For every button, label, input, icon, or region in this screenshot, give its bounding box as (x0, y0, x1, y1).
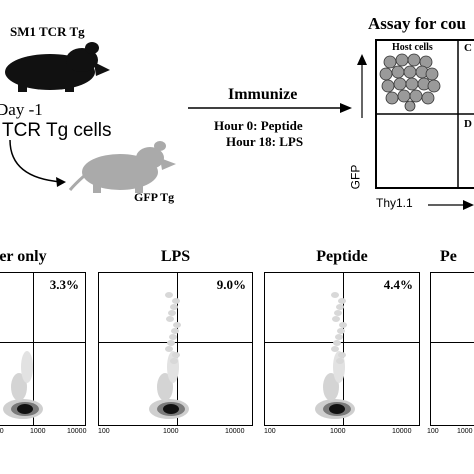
density-blob (149, 292, 189, 419)
tick-label: 1000 (330, 428, 346, 435)
quadrant-h-line (99, 342, 252, 343)
density-contour (329, 404, 345, 414)
transfer-label: TCR Tg cells (2, 120, 112, 141)
black-mouse-icon (5, 42, 110, 92)
host-cells-label: Host cells (392, 42, 433, 53)
density-contour (165, 292, 173, 298)
density-contour (333, 340, 341, 346)
immunize-title: Immunize (228, 86, 298, 103)
tick-label: 100 (98, 428, 110, 435)
tick-label: 100 (264, 428, 276, 435)
mouse2-label: GFP Tg (134, 190, 175, 204)
tick-label: 10000 (392, 428, 412, 435)
quadrant-percentage: 3.3% (49, 277, 79, 292)
gfp-axis-arrow (357, 54, 367, 118)
panel-title: Pe (440, 248, 457, 265)
flow-plot-frame: 9.0% (98, 272, 253, 426)
assay-title: Assay for cou (368, 14, 466, 33)
immunize-line1: Hour 0: Peptide (214, 118, 303, 133)
density-contour (335, 334, 343, 340)
density-contour (334, 310, 342, 316)
density-contour (170, 358, 178, 364)
density-contour (17, 404, 33, 414)
quadrant-tr-label: C (464, 42, 472, 54)
quadrant-h-line (265, 342, 419, 343)
immunize-line2: Hour 18: LPS (226, 134, 304, 149)
transfer-arrow (9, 139, 66, 187)
thy11-axis-arrow (428, 200, 474, 210)
density-contour (163, 404, 179, 414)
density-contour (166, 316, 174, 322)
density-contour (336, 358, 344, 364)
quadrant-br-label: D (464, 118, 472, 130)
density-contour (165, 346, 173, 352)
density-contour (336, 304, 344, 310)
density-contour (332, 316, 340, 322)
quadrant-h-line (0, 342, 85, 343)
density-contour (21, 351, 33, 383)
host-cells-cluster (379, 53, 441, 112)
density-contour (338, 352, 346, 358)
flow-plot-frame: 4.4% (264, 272, 420, 426)
density-contour (168, 310, 176, 316)
density-contour (338, 298, 346, 304)
density-contour (331, 346, 339, 352)
thy11-axis-label: Thy1.1 (376, 196, 413, 210)
quadrant-percentage: 9.0% (216, 277, 246, 292)
density-contour (339, 322, 347, 328)
tick-label: 100 (427, 428, 439, 435)
quadrant-v-line (343, 273, 344, 425)
panel-title: fer only (0, 248, 47, 265)
density-contour (170, 304, 178, 310)
tick-label: 1000 (163, 428, 179, 435)
quadrant-h-line (431, 342, 474, 343)
panel-title: Peptide (316, 248, 368, 265)
tick-label: 10000 (67, 428, 87, 435)
density-contour (173, 322, 181, 328)
flow-plot-frame: 3.3% (0, 272, 86, 426)
quadrant-v-line (177, 273, 178, 425)
quadrant-percentage: 4.4% (383, 277, 413, 292)
density-contour (167, 340, 175, 346)
tick-label: 1000 (457, 428, 473, 435)
gray-mouse-icon (68, 141, 176, 193)
gfp-axis-label: GFP (348, 164, 363, 190)
density-contour (337, 328, 345, 334)
density-contour (323, 373, 339, 401)
density-contour (169, 334, 177, 340)
immunize-arrow (188, 103, 352, 113)
density-blob (315, 292, 355, 419)
density-blob (3, 351, 43, 419)
mouse1-label: SM1 TCR Tg (10, 24, 85, 39)
density-contour (11, 373, 27, 401)
density-contour (172, 298, 180, 304)
assay-quadrant-box (375, 39, 474, 189)
density-contour (157, 373, 173, 401)
panel-title: LPS (160, 248, 191, 265)
flow-plot-frame (430, 272, 474, 426)
tick-label: 10000 (225, 428, 245, 435)
density-contour (331, 292, 339, 298)
quadrant-v-line (33, 273, 34, 425)
density-contour (171, 328, 179, 334)
tick-label: 1000 (30, 428, 46, 435)
day-label: Day -1 (0, 100, 43, 119)
tick-label: 100 (0, 428, 4, 435)
density-contour (172, 352, 180, 358)
